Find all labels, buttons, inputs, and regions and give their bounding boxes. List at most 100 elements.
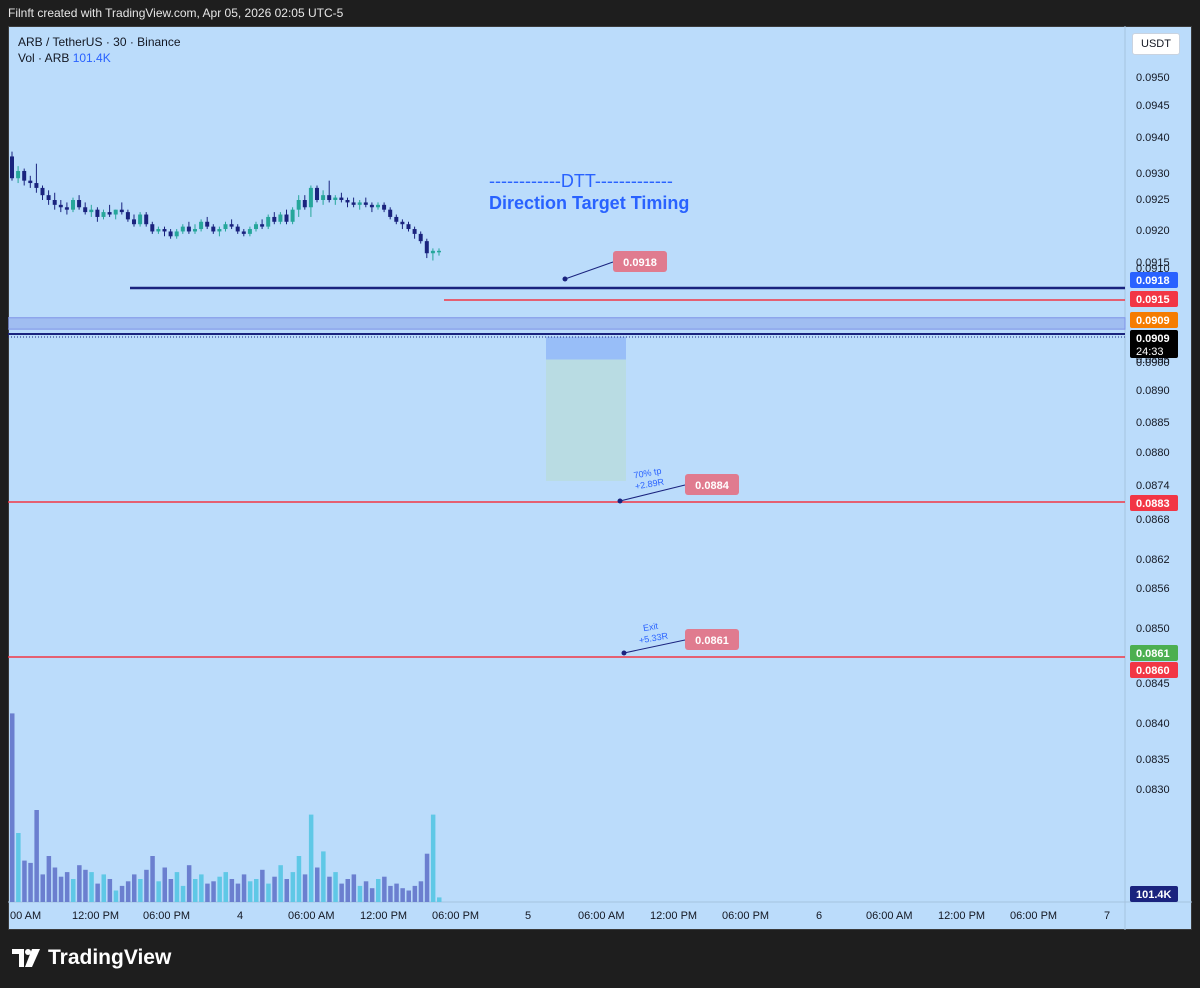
candle [363, 197, 368, 208]
x-tick-label: 7 [1104, 910, 1110, 922]
volume-bar [180, 885, 186, 902]
candle-body [254, 224, 258, 230]
y-tick-label: 0.0940 [1136, 132, 1170, 144]
price-label: 101.4K [1130, 886, 1178, 902]
candle-body [156, 229, 161, 232]
x-tick-label: 06:00 PM [1010, 910, 1057, 922]
price-label-box [1130, 495, 1178, 511]
price-chart[interactable]: 0.0950 0.0945 0.0940 0.0930 0.0925 0.0920 0.09… [8, 26, 1192, 930]
y-tick-label: 0.0850 [1136, 623, 1170, 635]
candle-body [71, 200, 75, 210]
candle-body [150, 224, 155, 232]
candle-body [266, 216, 271, 227]
candle-body [394, 216, 399, 222]
x-tick-label: 06:00 PM [143, 910, 190, 922]
volume-bar [333, 872, 338, 902]
candle [193, 224, 197, 234]
y-tick-label: 0.0874 [1136, 480, 1170, 492]
x-tick-label: 06:00 AM [288, 910, 334, 922]
candle-body [406, 224, 411, 230]
volume-bar [132, 874, 137, 902]
y-tick-label: 0.0890 [1136, 385, 1170, 397]
callout-exit-connector [623, 639, 686, 654]
callout-tp1-anchor [617, 498, 623, 504]
price-label: 0.0883 [1130, 495, 1178, 511]
candle [382, 202, 387, 213]
candle-body [229, 224, 234, 227]
candle-body [101, 212, 106, 217]
volume-bar [22, 860, 27, 902]
volume-bar [327, 876, 332, 902]
candle [247, 226, 252, 237]
price-label-box [1130, 291, 1178, 307]
volume-bar [272, 876, 277, 902]
volume-bar [150, 856, 155, 902]
volume-legend[interactable]: Vol · ARB 101.4K [18, 50, 181, 66]
candle-body [388, 209, 393, 217]
tradingview-logo[interactable]: TradingView [12, 946, 171, 970]
candle [34, 163, 39, 193]
candle [22, 168, 27, 186]
volume-bar [376, 879, 381, 902]
candle [290, 207, 295, 225]
volume-bar [382, 876, 387, 902]
price-label-box [1130, 272, 1178, 288]
volume-bar [101, 874, 106, 902]
countdown-text: 24:33 [1136, 346, 1164, 358]
volume-bar [418, 881, 424, 902]
candle [223, 221, 228, 232]
candle-body [89, 209, 94, 213]
candle [400, 219, 405, 230]
candle [180, 224, 185, 234]
callout-stop-anchor [562, 276, 568, 282]
volume-bar [339, 883, 344, 902]
candle [107, 204, 112, 217]
candle-body [138, 214, 143, 225]
candle-body [52, 200, 57, 205]
x-tick-label: 06:00 PM [722, 910, 769, 922]
price-label-text: 0.0860 [1136, 665, 1170, 677]
candle [424, 238, 429, 259]
volume-bar [40, 874, 45, 902]
candle [260, 219, 265, 230]
candle [217, 226, 222, 237]
candle [40, 185, 45, 200]
x-tick-label: 06:00 AM [578, 910, 624, 922]
candle-body [369, 204, 374, 208]
volume-bar [235, 883, 241, 902]
y-tick-label: 0.0915 [1136, 257, 1170, 269]
price-label: 0.0915 [1130, 291, 1178, 307]
candle [321, 190, 326, 205]
candle [296, 195, 301, 217]
x-tick-label: 12:00 PM [360, 910, 407, 922]
currency-button[interactable]: USDT [1132, 33, 1180, 55]
volume-bar [437, 897, 442, 902]
y-tick-label: 0.0868 [1136, 514, 1170, 526]
candle-body [107, 212, 112, 215]
candle-body [58, 204, 63, 208]
volume-bar [357, 885, 363, 902]
candle [327, 180, 332, 203]
volume-bar [52, 867, 58, 902]
tradingview-logo-icon [12, 949, 40, 967]
x-tick-label: 6 [816, 910, 822, 922]
candle [71, 197, 75, 213]
candle [308, 185, 313, 217]
candle [284, 209, 289, 225]
x-tick-label: 12:00 PM [72, 910, 119, 922]
candle [412, 226, 417, 239]
y-tick-label: 0.0930 [1136, 168, 1170, 180]
candle-body [10, 156, 14, 179]
y-tick-label: 0.0925 [1136, 194, 1170, 206]
volume-bar [284, 879, 289, 902]
volume-bar [424, 853, 430, 902]
price-label: 0.0860 [1130, 662, 1178, 678]
candle-body [217, 229, 222, 232]
symbol-title[interactable]: ARB / TetherUS · 30 · Binance [18, 35, 181, 49]
candle [89, 204, 94, 217]
volume-bar [278, 865, 283, 902]
volume-bar [28, 862, 33, 902]
volume-bar [83, 869, 88, 902]
price-label-text: 0.0883 [1136, 498, 1170, 510]
